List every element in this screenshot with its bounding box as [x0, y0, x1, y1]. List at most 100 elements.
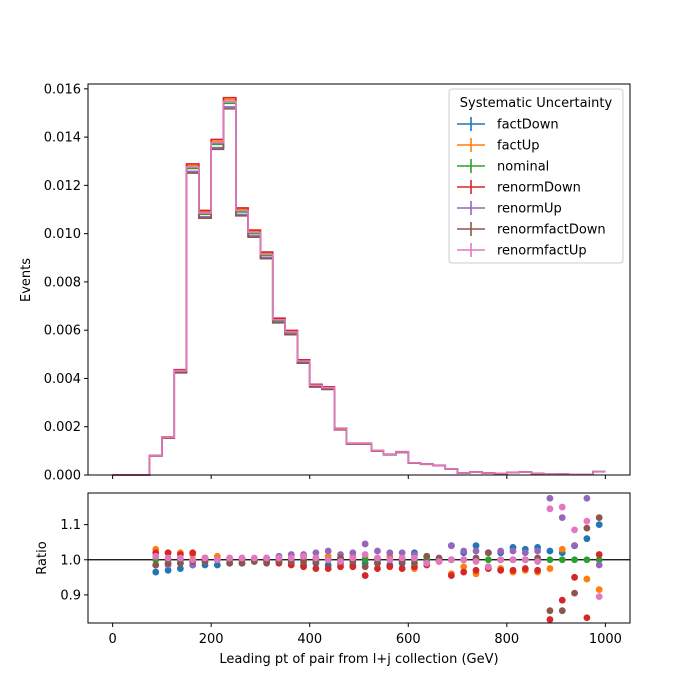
ratio-point-renormfactUp	[312, 554, 320, 562]
ratio-point-renormfactDown	[238, 559, 246, 567]
ratio-point-renormfactDown	[411, 559, 418, 567]
ratio-point-renormfactUp	[213, 556, 221, 564]
legend: Systematic Uncertainty factDown factUp nom…	[448, 88, 624, 264]
ratio-point-nominal	[361, 556, 369, 564]
ratio-point-renormfactDown	[164, 559, 172, 567]
legend-label-factDown: factDown	[497, 118, 559, 133]
ratio-point-renormfactUp	[349, 554, 357, 562]
ratio-point-renormDown	[386, 563, 394, 571]
ratio-point-renormDown	[361, 572, 369, 579]
ratio-point-renormfactUp	[300, 552, 307, 560]
ratio-point-factDown	[164, 566, 172, 574]
ratio-x-ticks: 0 200 400 600 800 1000	[108, 623, 622, 647]
ratio-point-renormDown	[349, 563, 357, 571]
ratio-point-renormUp	[386, 549, 394, 557]
ratio-point-renormfactUp	[595, 593, 603, 601]
main-y-tick-label: 0.016	[44, 82, 81, 97]
main-y-tick-label: 0.014	[44, 131, 81, 146]
ratio-point-renormUp	[374, 547, 381, 555]
ratio-point-renormfactUp	[571, 526, 578, 534]
main-y-ticks: 0.000 0.002 0.004 0.006 0.008 0.010 0.012 0.014…	[44, 82, 88, 484]
ratio-point-factUp	[460, 563, 468, 571]
ratio-point-renormDown	[189, 549, 197, 557]
ratio-point-renormfactDown	[361, 563, 369, 571]
ratio-point-renormfactUp	[226, 554, 234, 562]
ratio-point-renormfactDown	[558, 607, 566, 615]
ratio-y-tick-label: 0.9	[60, 588, 81, 603]
ratio-point-renormfactUp	[546, 505, 554, 513]
ratio-point-renormfactDown	[176, 559, 184, 567]
ratio-point-renormUp	[595, 561, 603, 569]
histogram-series-group	[112, 96, 606, 476]
ratio-point-nominal	[546, 556, 554, 564]
ratio-point-renormUp	[497, 547, 505, 555]
main-histogram-panel: 0.000 0.002 0.004 0.006 0.008 0.010 0.012 0.014…	[19, 82, 631, 484]
ratio-point-renormDown	[337, 563, 344, 571]
ratio-point-renormfactUp	[386, 556, 394, 564]
ratio-point-nominal	[595, 556, 603, 564]
ratio-point-renormfactUp	[583, 517, 591, 525]
ratio-point-renormfactUp	[558, 503, 566, 511]
ratio-point-renormUp	[583, 494, 591, 502]
ratio-point-factDown	[595, 521, 603, 529]
main-y-tick-label: 0.000	[44, 469, 81, 484]
ratio-point-renormfactDown	[595, 514, 603, 521]
ratio-point-nominal	[484, 556, 492, 564]
ratio-point-factDown	[472, 542, 480, 550]
ratio-point-renormfactUp	[472, 558, 480, 565]
ratio-point-renormDown	[447, 572, 455, 579]
ratio-point-renormDown	[164, 549, 172, 557]
ratio-point-renormfactDown	[300, 558, 307, 565]
ratio-points-group	[152, 494, 603, 623]
legend-label-renormUp: renormUp	[497, 202, 562, 217]
ratio-point-renormfactUp	[398, 554, 406, 562]
ratio-point-factDown	[152, 568, 160, 576]
ratio-plot-frame	[87, 492, 631, 624]
ratio-point-renormfactUp	[374, 554, 381, 562]
ratio-point-renormfactUp	[509, 556, 517, 564]
ratio-point-factDown	[546, 547, 554, 555]
ratio-point-renormfactUp	[189, 556, 197, 564]
ratio-point-renormUp	[398, 549, 406, 557]
ratio-point-renormfactDown	[583, 524, 591, 532]
ratio-point-factDown	[583, 535, 591, 543]
ratio-point-renormUp	[312, 549, 320, 557]
x-tick-label: 200	[199, 632, 224, 647]
x-tick-label: 1000	[589, 632, 622, 647]
ratio-point-renormfactUp	[337, 558, 344, 565]
legend-label-nominal: nominal	[497, 160, 549, 175]
ratio-point-renormfactDown	[152, 561, 160, 569]
ratio-point-renormfactUp	[460, 556, 468, 564]
ratio-point-nominal	[558, 556, 566, 564]
x-tick-label: 400	[297, 632, 322, 647]
ratio-point-factUp	[595, 586, 603, 594]
ratio-y-ticks: 0.9 1.0 1.1	[60, 518, 88, 603]
ratio-point-renormfactUp	[435, 558, 443, 565]
ratio-point-renormDown	[398, 565, 406, 572]
main-y-tick-label: 0.010	[44, 227, 81, 242]
ratio-point-renormfactUp	[250, 554, 258, 562]
ratio-point-nominal	[571, 556, 578, 564]
x-tick-label: 800	[494, 632, 519, 647]
legend-title: Systematic Uncertainty	[460, 96, 613, 111]
ratio-point-renormDown	[324, 565, 332, 572]
x-axis-label: Leading pt of pair from l+j collection (…	[219, 652, 498, 667]
legend-label-renormfactDown: renormfactDown	[497, 223, 606, 238]
histogram-line-renormfactUp	[112, 100, 606, 476]
ratio-point-renormfactUp	[164, 554, 172, 562]
ratio-point-renormfactUp	[287, 554, 295, 562]
ratio-point-renormDown	[374, 565, 381, 572]
ratio-point-renormDown	[571, 573, 578, 581]
ratio-point-renormfactUp	[152, 552, 160, 560]
main-x-ticks	[112, 475, 606, 479]
ratio-point-renormfactUp	[521, 556, 529, 564]
ratio-point-renormfactUp	[201, 554, 209, 562]
ratio-point-renormUp	[324, 547, 332, 555]
ratio-point-factUp	[546, 565, 554, 572]
ratio-point-renormUp	[509, 547, 517, 555]
ratio-y-tick-label: 1.1	[60, 518, 81, 533]
ratio-point-renormfactUp	[447, 556, 455, 564]
ratio-point-renormUp	[361, 540, 369, 548]
ratio-point-renormfactUp	[238, 554, 246, 562]
